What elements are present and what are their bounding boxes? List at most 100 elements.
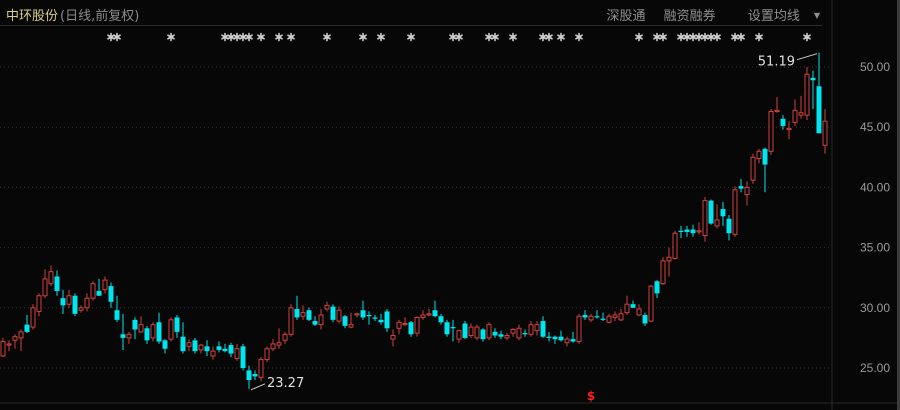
candle-down: [780, 118, 786, 126]
candle-up: [804, 73, 810, 116]
candle-down: [114, 310, 120, 320]
candle-up: [36, 295, 42, 312]
candle-down: [540, 321, 546, 337]
event-marker-icon: [545, 32, 553, 42]
candle-down: [498, 334, 504, 337]
candle-down: [60, 298, 66, 306]
candle-down: [450, 327, 456, 329]
candle-up: [510, 328, 516, 334]
candle-up: [798, 112, 804, 116]
event-marker-icon: [377, 32, 385, 42]
special-marker-icon: $: [587, 389, 595, 403]
stock-title: 中环股份 (日线,前复权): [6, 5, 139, 24]
candle-up: [636, 308, 642, 316]
candle-up: [474, 326, 480, 339]
candle-down: [162, 340, 168, 349]
candle-down: [294, 309, 300, 318]
set-ma-button[interactable]: 设置均线 ▼: [734, 9, 820, 24]
candle-up: [696, 230, 702, 233]
candle-up: [564, 338, 570, 344]
candle-up: [6, 343, 12, 346]
candle-down: [600, 318, 606, 320]
y-tick-label: 35.00: [860, 241, 890, 255]
candle-down: [360, 310, 366, 318]
candle-up: [66, 295, 72, 305]
margin-trading-link[interactable]: 融资融券: [663, 9, 716, 24]
candle-up: [402, 322, 408, 326]
candle-down: [558, 336, 564, 341]
candle-down: [720, 209, 726, 217]
event-marker-icon: [689, 32, 697, 42]
event-marker-icon: [287, 32, 295, 42]
sz-connect-link[interactable]: 深股通: [606, 9, 646, 24]
candle-up: [318, 314, 324, 326]
event-marker-icon: [485, 32, 493, 42]
candle-up: [426, 313, 432, 316]
candle-up: [528, 324, 534, 335]
event-marker-icon: [701, 32, 709, 42]
candle-up: [396, 321, 402, 329]
candle-down: [246, 370, 252, 381]
max-price-label: 51.19: [758, 55, 795, 70]
candle-up: [264, 348, 270, 361]
y-tick-label: 50.00: [860, 60, 890, 74]
candle-up: [732, 189, 738, 235]
candle-down: [642, 315, 648, 324]
candle-down: [738, 186, 744, 189]
candle-down: [546, 336, 552, 338]
candle-down: [678, 230, 684, 232]
candle-up: [30, 307, 36, 328]
event-marker-icon: [449, 32, 457, 42]
candle-down: [204, 346, 210, 352]
candle-down: [342, 316, 348, 326]
event-marker-icon: [755, 32, 763, 42]
candle-up: [270, 343, 276, 350]
candle-up: [336, 309, 342, 322]
candle-down: [690, 229, 696, 234]
event-marker-icon: [557, 32, 565, 42]
candle-down: [570, 339, 576, 342]
candle-down: [252, 374, 258, 377]
min-arrow-icon: [250, 383, 266, 391]
y-tick-label: 40.00: [860, 180, 890, 194]
candle-up: [300, 312, 306, 317]
candle-down: [810, 77, 816, 81]
candle-up: [756, 150, 762, 160]
candle-up: [102, 279, 108, 291]
candle-down: [180, 336, 186, 352]
event-marker-icon: [683, 32, 691, 42]
candle-up: [504, 334, 510, 339]
candle-up: [282, 333, 288, 341]
candle-down: [312, 321, 318, 325]
candle-down: [438, 316, 444, 323]
candle-down: [96, 290, 102, 296]
candle-down: [24, 324, 30, 332]
candle-up: [90, 283, 96, 299]
candle-up: [534, 324, 540, 332]
event-marker-icon: [359, 32, 367, 42]
event-marker-icon: [233, 32, 241, 42]
event-marker-icon: [455, 32, 463, 42]
candle-up: [576, 315, 582, 343]
candle-up: [702, 200, 708, 237]
event-marker-icon: [731, 32, 739, 42]
candle-up: [486, 324, 492, 339]
scrollbar[interactable]: [897, 0, 900, 410]
candle-up: [768, 111, 774, 152]
candle-down: [816, 86, 822, 134]
candle-down: [156, 322, 162, 342]
event-marker-icon: [539, 32, 547, 42]
candle-up: [672, 232, 678, 259]
candle-up: [792, 109, 798, 123]
candle-down: [144, 328, 150, 341]
candle-down: [762, 148, 768, 165]
candle-down: [306, 310, 312, 320]
event-marker-icon: [659, 32, 667, 42]
event-marker-icon: [803, 32, 811, 42]
candle-down: [240, 346, 246, 368]
candle-down: [372, 317, 378, 319]
event-marker-icon: [275, 32, 283, 42]
candle-down: [444, 322, 450, 335]
stock-name: 中环股份: [6, 9, 59, 24]
